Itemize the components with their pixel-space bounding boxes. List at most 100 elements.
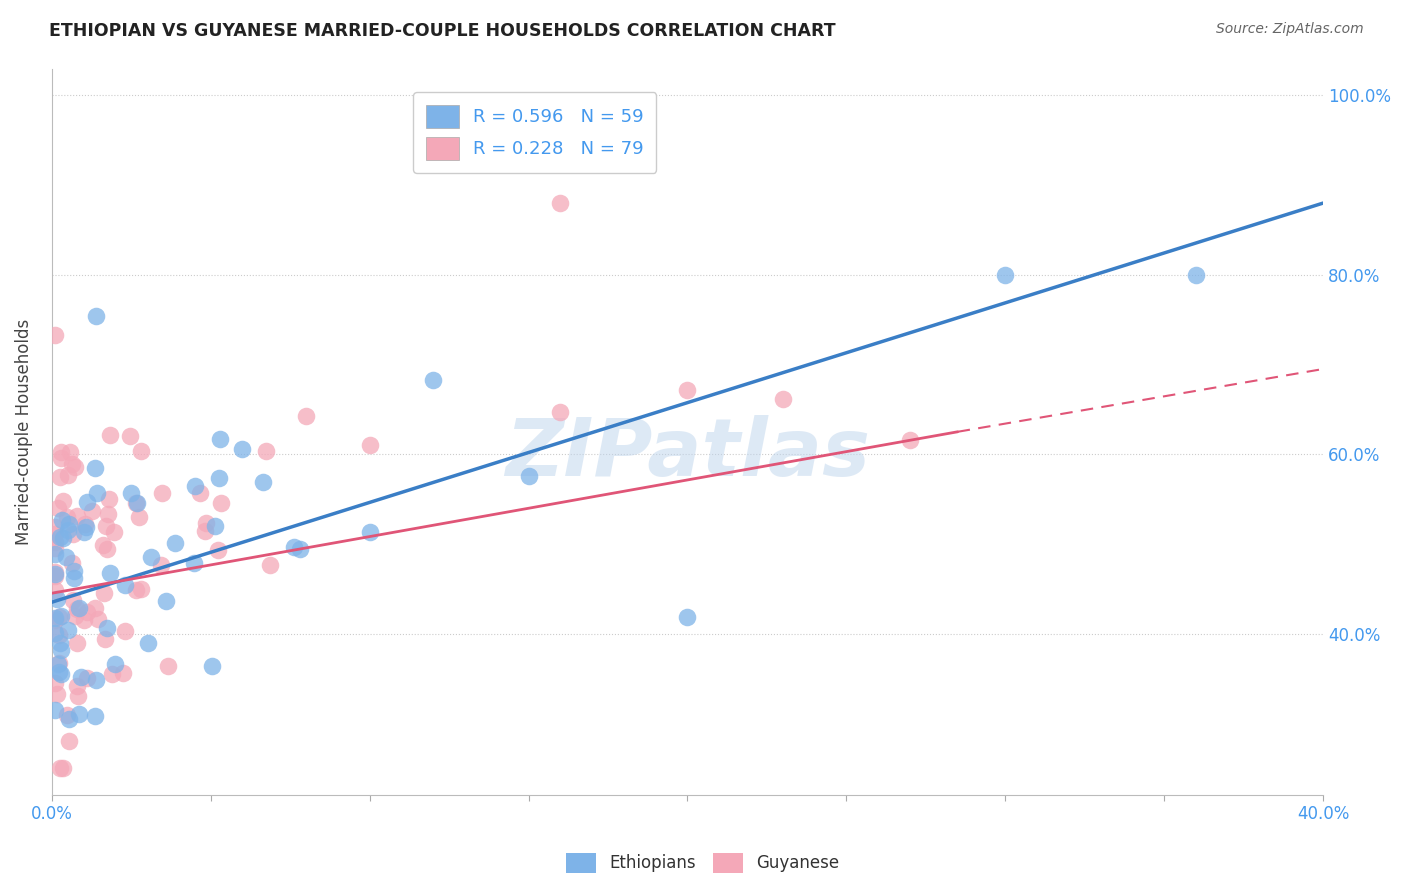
Point xyxy=(44,535,66,549)
Point xyxy=(65,459,87,474)
Point xyxy=(184,479,207,493)
Point xyxy=(129,444,152,458)
Point xyxy=(98,428,121,442)
Point xyxy=(76,605,98,619)
Point xyxy=(49,530,72,544)
Point xyxy=(676,384,699,398)
Point xyxy=(56,467,79,482)
Point xyxy=(94,632,117,646)
Point xyxy=(163,536,186,550)
Point xyxy=(76,671,98,685)
Point xyxy=(44,520,66,534)
Point xyxy=(103,525,125,540)
Point xyxy=(517,469,540,483)
Point xyxy=(44,327,66,342)
Point xyxy=(44,703,66,717)
Point xyxy=(207,542,229,557)
Text: Source: ZipAtlas.com: Source: ZipAtlas.com xyxy=(1216,22,1364,37)
Point xyxy=(46,501,69,516)
Point xyxy=(155,593,177,607)
Point xyxy=(66,602,89,616)
Point xyxy=(204,518,226,533)
Point xyxy=(44,565,66,579)
Point xyxy=(52,531,75,545)
Point xyxy=(60,458,83,472)
Point xyxy=(114,624,136,639)
Point xyxy=(283,540,305,554)
Point xyxy=(44,582,66,597)
Point xyxy=(150,486,173,500)
Point xyxy=(93,586,115,600)
Point xyxy=(676,610,699,624)
Point xyxy=(194,516,217,530)
Point xyxy=(231,442,253,456)
Point xyxy=(898,434,921,448)
Point xyxy=(67,689,90,703)
Point xyxy=(84,673,107,687)
Point xyxy=(94,519,117,533)
Point xyxy=(550,405,572,419)
Point xyxy=(125,496,148,510)
Point xyxy=(45,592,67,607)
Point xyxy=(65,508,87,523)
Text: ETHIOPIAN VS GUYANESE MARRIED-COUPLE HOUSEHOLDS CORRELATION CHART: ETHIOPIAN VS GUYANESE MARRIED-COUPLE HOU… xyxy=(49,22,835,40)
Point xyxy=(45,687,67,701)
Point xyxy=(58,712,80,726)
Point xyxy=(52,493,75,508)
Point xyxy=(91,538,114,552)
Point xyxy=(156,658,179,673)
Point xyxy=(136,636,159,650)
Point xyxy=(49,761,72,775)
Point xyxy=(51,513,73,527)
Point xyxy=(86,485,108,500)
Point xyxy=(56,708,79,723)
Point xyxy=(84,601,107,615)
Point xyxy=(101,667,124,681)
Legend: R = 0.596   N = 59, R = 0.228   N = 79: R = 0.596 N = 59, R = 0.228 N = 79 xyxy=(413,92,657,173)
Point xyxy=(60,556,83,570)
Point xyxy=(48,470,70,484)
Point xyxy=(1185,268,1208,282)
Point xyxy=(97,507,120,521)
Point xyxy=(49,666,72,681)
Point xyxy=(96,542,118,557)
Point xyxy=(83,461,105,475)
Point xyxy=(208,432,231,446)
Point xyxy=(150,558,173,573)
Point xyxy=(75,520,97,534)
Point xyxy=(59,444,82,458)
Point xyxy=(359,525,381,540)
Point xyxy=(58,523,80,537)
Point xyxy=(290,542,312,557)
Point xyxy=(120,486,142,500)
Point xyxy=(201,659,224,673)
Point xyxy=(44,675,66,690)
Point xyxy=(139,549,162,564)
Point xyxy=(63,570,86,584)
Point xyxy=(44,566,66,581)
Point xyxy=(87,612,110,626)
Point xyxy=(125,496,148,510)
Point xyxy=(73,613,96,627)
Point xyxy=(550,196,572,211)
Point xyxy=(48,665,70,680)
Point xyxy=(48,628,70,642)
Point xyxy=(67,601,90,615)
Point xyxy=(51,609,73,624)
Point xyxy=(422,373,444,387)
Point xyxy=(359,438,381,452)
Legend: Ethiopians, Guyanese: Ethiopians, Guyanese xyxy=(560,847,846,880)
Point xyxy=(772,392,794,406)
Point xyxy=(56,509,79,524)
Point xyxy=(98,492,121,507)
Point xyxy=(48,656,70,670)
Point xyxy=(44,569,66,583)
Point xyxy=(62,565,84,579)
Point xyxy=(67,707,90,722)
Point xyxy=(66,636,89,650)
Y-axis label: Married-couple Households: Married-couple Households xyxy=(15,318,32,545)
Point xyxy=(51,451,73,466)
Point xyxy=(125,583,148,598)
Point xyxy=(55,550,77,565)
Point xyxy=(48,610,70,624)
